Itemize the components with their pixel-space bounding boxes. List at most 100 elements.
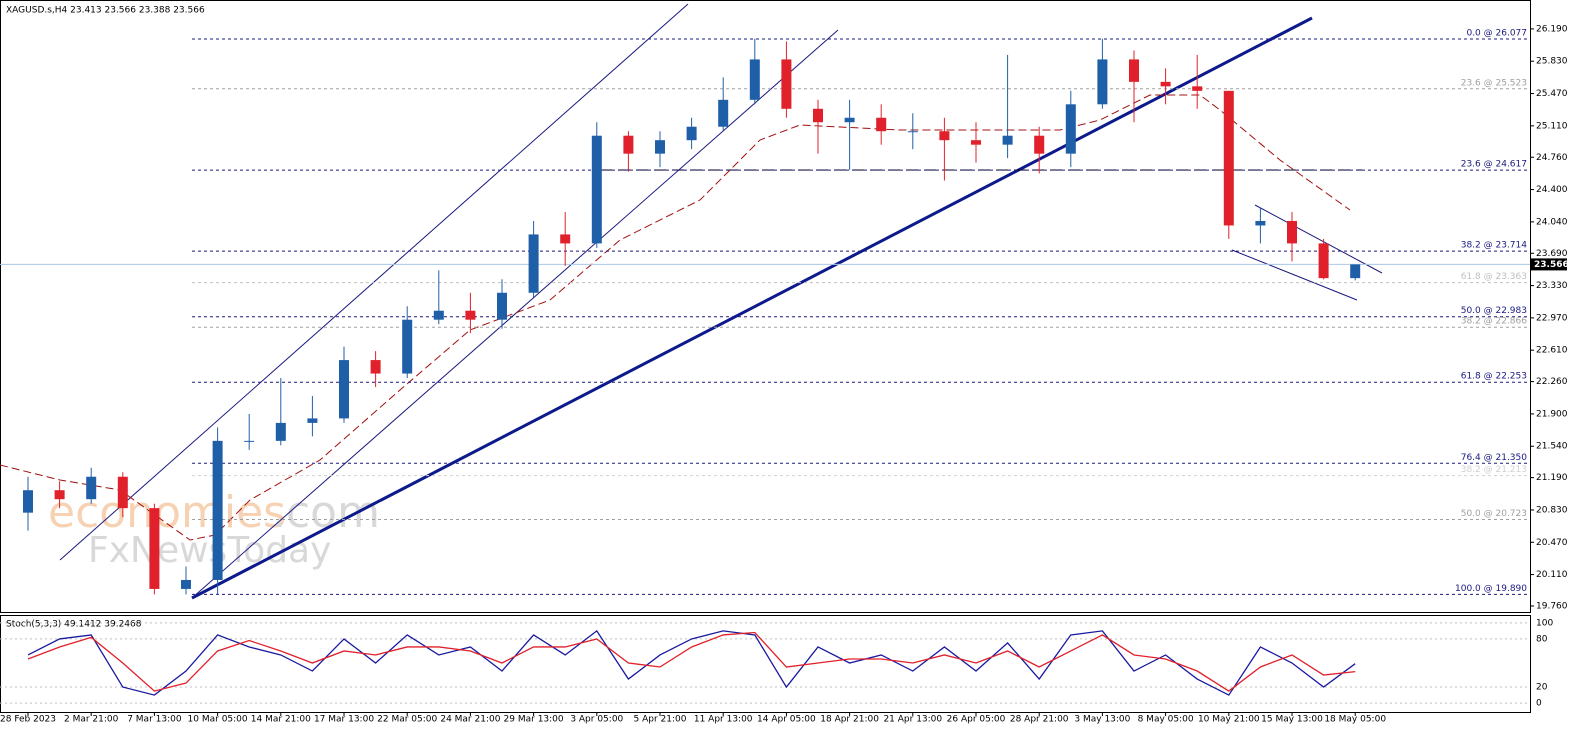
candle-body	[181, 579, 191, 589]
x-tick-label: 15 May 13:00	[1261, 715, 1323, 725]
x-tick-label: 24 Mar 21:00	[440, 715, 500, 725]
x-tick-label: 18 Apr 21:00	[820, 715, 879, 725]
fib-label: 50.0 @ 22.983	[1461, 306, 1527, 316]
fib-label: 76.4 @ 21.350	[1461, 453, 1528, 463]
y-tick-label: 21.900	[1536, 409, 1568, 419]
y-tick-label: 20.110	[1536, 570, 1568, 580]
y-tick-label: 20.830	[1536, 505, 1568, 515]
stoch-line	[27, 631, 1356, 692]
y-tick-label: 22.610	[1536, 346, 1568, 356]
candle-body	[465, 310, 476, 320]
fib-label: 38.2 @ 21.213	[1461, 465, 1527, 475]
x-tick-label: 10 Mar 05:00	[188, 715, 248, 725]
candle-body	[23, 490, 33, 513]
candle-body	[1097, 59, 1108, 105]
candle-body	[591, 135, 602, 244]
x-tick-label: 29 Mar 13:00	[504, 715, 564, 725]
x-tick-label: 14 Mar 21:00	[251, 715, 311, 725]
x-tick-label: 17 Mar 13:00	[314, 715, 374, 725]
trend-line	[191, 16, 1313, 600]
y-tick-label: 24.040	[1536, 217, 1568, 227]
y-tick-label: 20.470	[1536, 538, 1568, 548]
candle-body	[497, 292, 507, 320]
candle-body	[1287, 220, 1297, 244]
fib-label: 0.0 @ 26.077	[1466, 29, 1527, 39]
candle-body	[623, 135, 634, 154]
x-tick-label: 7 Mar 13:00	[127, 715, 182, 725]
x-tick-label: 3 May 13:00	[1074, 715, 1130, 725]
candle-body	[1255, 220, 1266, 226]
fib-label: 38.2 @ 22.866	[1461, 317, 1528, 327]
candle-body	[117, 476, 128, 509]
trendlines	[0, 3, 1383, 600]
candle-body	[1318, 243, 1329, 279]
channel-line	[1231, 249, 1358, 301]
candle-body	[1129, 59, 1139, 82]
stoch-title: Stoch(5,3,3) 49.1412 39.2468	[6, 620, 142, 630]
x-tick-label: 28 Feb 2023	[0, 715, 56, 725]
y-tick-label: 21.540	[1536, 442, 1568, 452]
moving-average	[0, 94, 1351, 541]
y-tick-label: 25.110	[1536, 121, 1568, 131]
y-tick-label: 22.970	[1536, 313, 1568, 323]
y-tick-label: 24.760	[1536, 153, 1568, 163]
watermark-text: FxNewsToday	[88, 530, 331, 571]
y-tick-label: 26.190	[1536, 24, 1568, 34]
candle-body	[275, 422, 286, 441]
candle-body	[528, 234, 539, 293]
fib-label: 23.6 @ 24.617	[1461, 160, 1527, 170]
candle-body	[54, 490, 65, 500]
y-tick-label: 19.760	[1536, 601, 1568, 611]
y-tick-label: 23.330	[1536, 281, 1568, 291]
candle-body	[1065, 104, 1076, 154]
x-tick-label: 28 Apr 21:00	[1010, 715, 1069, 725]
x-tick-label: 26 Apr 05:00	[947, 715, 1006, 725]
x-tick-label: 8 May 05:00	[1138, 715, 1194, 725]
fib-label: 50.0 @ 20.723	[1461, 509, 1527, 519]
candle-body	[876, 117, 887, 132]
main-frame	[0, 0, 1531, 613]
x-tick-label: 3 Apr 05:00	[570, 715, 623, 725]
x-tick-label: 11 Apr 13:00	[694, 715, 753, 725]
y-tick-label: 0	[1536, 699, 1542, 709]
x-tick-label: 18 May 05:00	[1324, 715, 1386, 725]
candle-body	[781, 59, 792, 109]
x-tick-label: 14 Apr 05:00	[757, 715, 816, 725]
candle-body	[686, 126, 697, 141]
chart-title: XAGUSD.s,H4 23.413 23.566 23.388 23.566	[6, 6, 205, 16]
candle-body	[1350, 264, 1361, 279]
candle-body	[971, 140, 981, 145]
candle-body	[1192, 86, 1203, 91]
candle-body	[907, 131, 918, 133]
x-tick-label: 2 Mar 21:00	[64, 715, 119, 725]
x-tick-label: 22 Mar 05:00	[377, 715, 437, 725]
candle-body	[655, 140, 665, 154]
fib-label: 61.8 @ 22.253	[1461, 372, 1527, 382]
x-tick-label: 5 Apr 21:00	[634, 715, 687, 725]
fib-label: 23.6 @ 25.523	[1461, 78, 1527, 88]
stoch-line	[27, 629, 1356, 696]
x-tick-label: 21 Apr 13:00	[883, 715, 942, 725]
y-tick-label: 25.470	[1536, 89, 1568, 99]
y-tick-label: 24.400	[1536, 185, 1568, 195]
y-tick-label: 20	[1536, 683, 1548, 693]
channel-line	[191, 29, 839, 599]
candle-body	[1034, 135, 1045, 154]
candle-body	[149, 508, 160, 589]
fib-label: 61.8 @ 23.363	[1461, 272, 1527, 282]
y-tick-label: 100	[1536, 618, 1553, 628]
candle-body	[433, 310, 444, 320]
last-price-tag	[1531, 258, 1567, 271]
y-tick-label: 21.190	[1536, 473, 1568, 483]
channel-line	[59, 3, 689, 561]
candle-body	[1002, 135, 1013, 145]
candle-body	[86, 476, 97, 500]
fib-label: 38.2 @ 23.714	[1461, 241, 1528, 251]
candle-body	[402, 319, 413, 374]
candle-body	[718, 99, 729, 127]
y-tick-label: 25.830	[1536, 57, 1568, 67]
candle-body	[212, 440, 223, 580]
x-tick-label: 10 May 21:00	[1198, 715, 1260, 725]
stoch-frame	[0, 615, 1531, 713]
